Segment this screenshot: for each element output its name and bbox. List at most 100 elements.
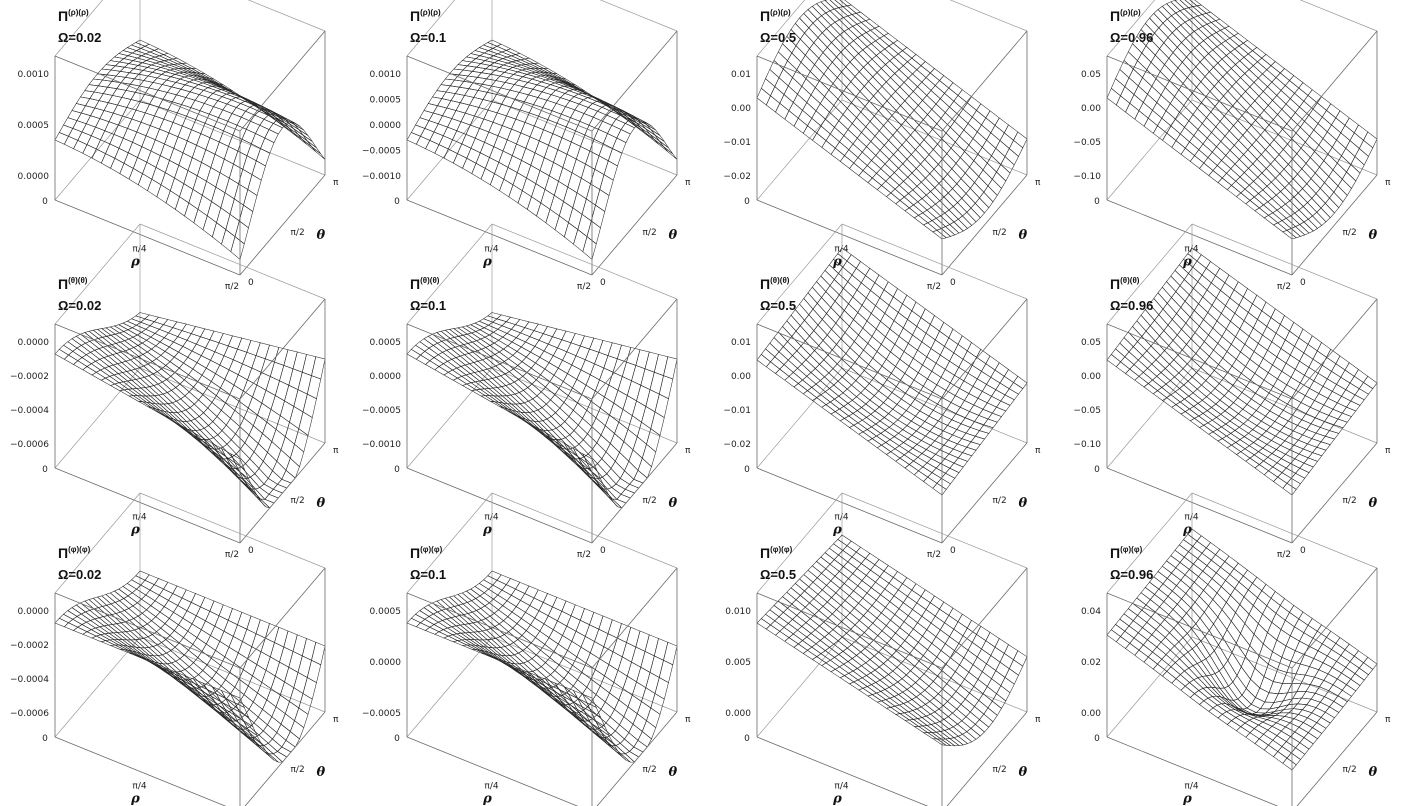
surface-patch <box>177 597 192 612</box>
surface-patch <box>181 97 196 108</box>
box-edge <box>1106 55 1293 132</box>
surface-patch <box>1317 364 1332 380</box>
surface-patch <box>1214 18 1230 29</box>
surface-patch <box>968 385 983 399</box>
surface-patch <box>996 400 1011 412</box>
surface-patch <box>542 99 557 112</box>
surface-patch <box>1290 226 1306 237</box>
box-edge <box>756 636 843 738</box>
surface-patch <box>185 91 200 101</box>
surface-patch <box>994 638 1009 654</box>
surface-patch <box>567 172 582 194</box>
surface-patch <box>608 651 623 671</box>
surface-patch <box>579 335 595 350</box>
box-edge <box>1106 636 1193 738</box>
surface-patch <box>570 604 585 621</box>
surface-patch <box>1280 203 1296 217</box>
surface-patch <box>470 58 486 64</box>
surface-patch <box>480 395 495 402</box>
surface-patch <box>85 620 101 629</box>
surface-patch <box>210 625 225 642</box>
surface-patch <box>511 143 527 161</box>
surface-patch <box>603 355 618 373</box>
surface-patch <box>164 132 179 149</box>
surface-patch <box>962 731 977 743</box>
surface-patch <box>927 220 942 231</box>
surface-patch <box>533 323 548 334</box>
omega-label: Ω=0.02 <box>58 298 102 313</box>
y-tick-label: π <box>1385 178 1391 188</box>
surface-patch <box>176 398 191 411</box>
surface-patch <box>539 623 554 639</box>
surface-patch <box>167 101 182 114</box>
surface-patch <box>913 726 929 733</box>
surface-patch <box>119 162 134 180</box>
surface-patch <box>271 428 286 451</box>
surface-patch <box>1318 662 1333 675</box>
surface-patch <box>481 78 497 87</box>
surface-patch <box>622 395 637 417</box>
surface-patch <box>274 661 290 683</box>
surface-patch <box>530 67 545 73</box>
surface-patch <box>584 124 599 140</box>
surface-patch <box>1199 162 1214 176</box>
surface-patch <box>978 408 993 420</box>
surface-patch <box>515 581 530 594</box>
surface-patch <box>272 483 288 494</box>
z-tick-label: −0.02 <box>723 172 751 182</box>
surface-patch <box>67 110 82 121</box>
surface-patch <box>466 332 482 342</box>
quantity-symbol: Π <box>410 276 421 292</box>
surface-patch <box>936 738 952 746</box>
surface-patch <box>1239 320 1254 337</box>
surface-patch <box>465 53 481 59</box>
surface-patch <box>232 124 247 140</box>
surface-patch <box>942 408 957 421</box>
y-axis-label: θ <box>669 765 678 780</box>
surface-patch <box>113 124 128 139</box>
surface-patch <box>986 376 1001 391</box>
surface-patch <box>986 395 1002 408</box>
surface-patch <box>939 730 955 739</box>
surface-patch <box>163 581 178 594</box>
surface-patch <box>947 419 962 430</box>
x-tick-label: π/4 <box>484 513 498 523</box>
surface-patch <box>633 739 648 753</box>
surface-patch <box>1013 650 1028 667</box>
surface-patch <box>264 493 279 504</box>
surface-patch <box>604 384 619 404</box>
surface-patch <box>423 103 438 114</box>
surface-patch <box>916 706 932 717</box>
surface-patch <box>236 116 251 130</box>
surface-patch <box>613 669 628 690</box>
surface-patch <box>628 723 643 741</box>
surface-patch <box>967 364 982 380</box>
surface-patch <box>888 296 903 313</box>
y-tick-label: 0 <box>1300 546 1306 556</box>
surface-patch <box>1252 318 1268 336</box>
surface-patch <box>553 180 569 202</box>
surface-patch <box>169 177 185 198</box>
surface-panel: 0.0010 0.0005 0.0000 −0.0005 −0.0010 0 π/4 π/2 ρ… <box>352 0 702 292</box>
surface-patch <box>1272 639 1287 658</box>
box-edge <box>406 367 493 469</box>
surface-patch <box>1280 619 1295 637</box>
surface-patch <box>576 646 591 664</box>
component-superscript: (θ)(θ) <box>1120 276 1140 285</box>
surface-patch <box>575 345 590 361</box>
box-edge <box>1106 492 1193 594</box>
surface-patch <box>534 140 549 158</box>
surface-patch <box>107 624 123 633</box>
surface-patch <box>911 301 926 319</box>
surface-patch <box>147 72 163 79</box>
surface-patch <box>234 220 249 245</box>
z-tick-label: −0.0005 <box>362 147 401 157</box>
surface-patch <box>485 65 500 71</box>
surface-panel: 0.0005 0.0000 −0.0005 −0.0010 0 π/4 π/2 ρ 0 π/2 π θ… <box>352 223 702 560</box>
surface-patch <box>821 140 836 155</box>
component-superscript: (φ)(φ) <box>68 545 91 554</box>
surface-patch <box>200 328 215 341</box>
surface-patch <box>255 124 270 139</box>
surface-patch <box>518 390 534 402</box>
surface-patch <box>957 438 972 448</box>
